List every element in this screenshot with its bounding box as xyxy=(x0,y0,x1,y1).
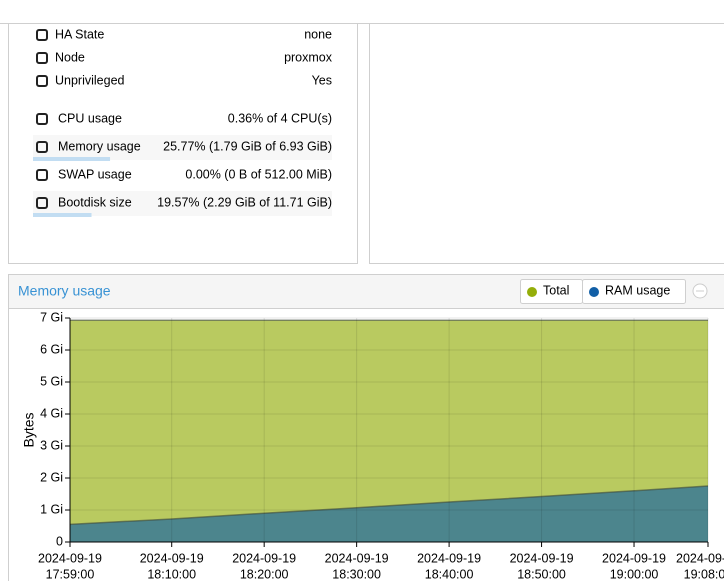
row-icon xyxy=(36,141,48,153)
status-label: Unprivileged xyxy=(55,73,125,87)
y-tick-label: 3 Gi xyxy=(40,438,63,452)
y-tick-label: 7 Gi xyxy=(40,310,63,324)
status-value: Yes xyxy=(312,73,332,87)
row-icon xyxy=(36,197,48,209)
status-value: 19.57% (2.29 GiB of 11.71 GiB) xyxy=(157,195,332,209)
progress-track xyxy=(33,135,332,160)
status-label: SWAP usage xyxy=(58,167,132,181)
y-tick-label: 5 Gi xyxy=(40,374,63,388)
status-value: proxmox xyxy=(284,50,333,64)
progress-track xyxy=(33,191,332,216)
x-tick-label: 18:40:00 xyxy=(425,567,474,581)
y-axis-label: Bytes xyxy=(21,412,37,447)
legend-label: Total xyxy=(543,283,569,297)
x-tick-label: 2024-09-19 xyxy=(38,551,102,565)
x-tick-label: 2024-09-19 xyxy=(232,551,296,565)
x-tick-label: 19:08:00 xyxy=(684,567,724,581)
x-tick-label: 19:00:00 xyxy=(610,567,659,581)
row-icon xyxy=(36,52,48,64)
legend-dot xyxy=(589,287,599,297)
status-value: 0.00% (0 B of 512.00 MiB) xyxy=(185,167,332,181)
legend-button[interactable] xyxy=(582,279,686,304)
row-icon xyxy=(36,29,48,41)
notes-panel xyxy=(369,23,724,264)
status-value: none xyxy=(304,27,332,41)
y-tick-label: 6 Gi xyxy=(40,342,63,356)
x-tick-label: 18:50:00 xyxy=(517,567,566,581)
line xyxy=(69,485,709,526)
row-icon xyxy=(36,169,48,181)
progress-fill xyxy=(33,213,92,217)
x-tick-label: 17:59:00 xyxy=(46,567,95,581)
x-tick-label: 18:20:00 xyxy=(240,567,289,581)
x-tick-label: 18:10:00 xyxy=(147,567,196,581)
x-tick-label: 18:30:00 xyxy=(332,567,381,581)
area xyxy=(70,486,708,542)
legend-label: RAM usage xyxy=(605,283,670,297)
status-label: CPU usage xyxy=(58,111,122,125)
y-tick-label: 4 Gi xyxy=(40,406,63,420)
status-value: 25.77% (1.79 GiB of 6.93 GiB) xyxy=(163,139,332,153)
chart-title: Memory usage xyxy=(18,283,111,299)
y-tick-label: 0 xyxy=(56,534,63,548)
x-tick-label: 2024-09-19 xyxy=(602,551,666,565)
area xyxy=(70,320,708,542)
x-tick-label: 2024-09-19 xyxy=(676,551,724,565)
y-tick-label: 2 Gi xyxy=(40,470,63,484)
progress-fill xyxy=(33,157,111,161)
x-tick-label: 2024-09-19 xyxy=(417,551,481,565)
row-icon xyxy=(36,75,48,87)
status-label: Node xyxy=(55,50,85,64)
legend-dot xyxy=(527,287,537,297)
x-tick-label: 2024-09-19 xyxy=(325,551,389,565)
status-label: Memory usage xyxy=(58,139,141,153)
x-tick-label: 2024-09-19 xyxy=(140,551,204,565)
x-tick-label: 2024-09-19 xyxy=(510,551,574,565)
status-value: 0.36% of 4 CPU(s) xyxy=(228,111,332,125)
status-label: HA State xyxy=(55,27,104,41)
status-label: Bootdisk size xyxy=(58,195,132,209)
y-tick-label: 1 Gi xyxy=(40,502,63,516)
row-icon xyxy=(36,113,48,125)
